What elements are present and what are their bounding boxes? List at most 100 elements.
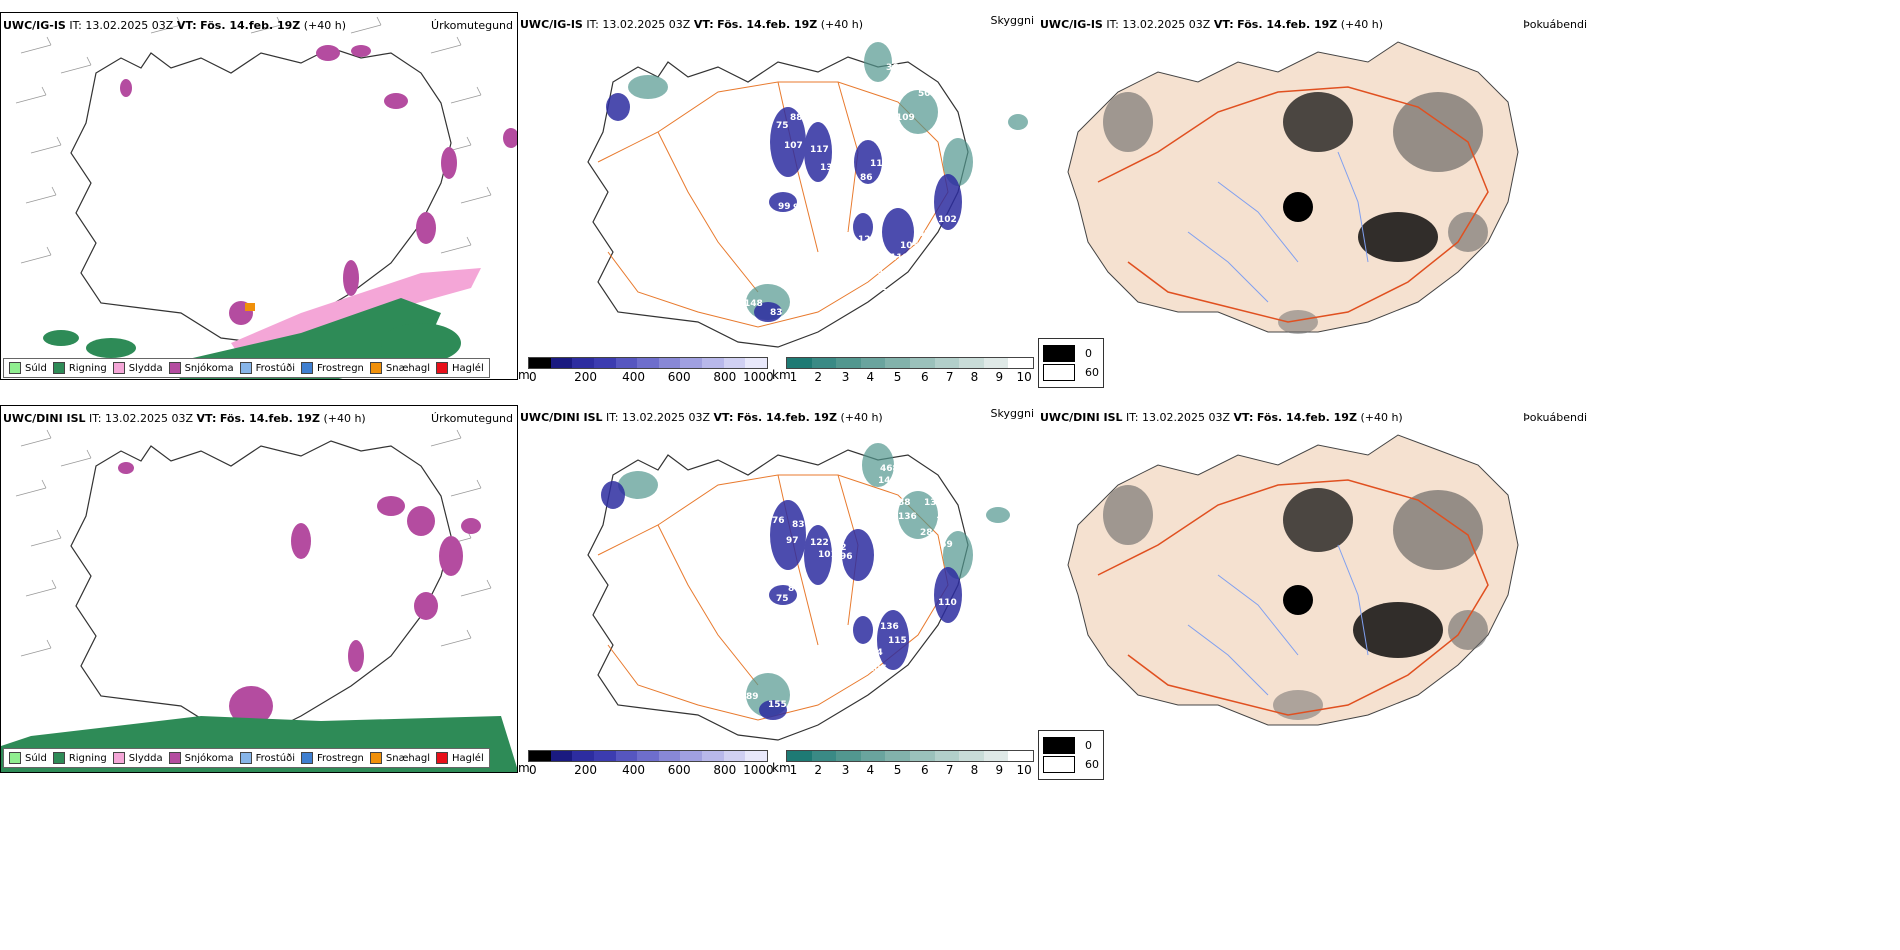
ceiling-label: 28 <box>920 528 933 538</box>
colorbar-tick: 800 <box>713 763 737 777</box>
ceiling-label: 86 <box>860 173 873 183</box>
colorbar-cell <box>983 358 1009 368</box>
legend-item: Slydda <box>112 752 163 764</box>
panel-product-title: Skyggni <box>990 407 1034 420</box>
road-network <box>1097 86 1489 323</box>
panel-title: UWC/IG-IS IT: 13.02.2025 03Z VT: Fös. 14… <box>520 18 864 31</box>
wind-barbs <box>15 429 492 657</box>
ceiling-label: 468 <box>880 464 899 474</box>
colorbar-ticks: 1 2 3 4 5 6 7 8 9 10 <box>786 762 1034 777</box>
legend-item: Haglél <box>436 752 484 764</box>
colorbar-cell <box>702 751 724 761</box>
ceiling-label: 148 <box>744 299 763 309</box>
ceiling-label: 89 <box>746 692 759 702</box>
precip-legend: Súld Rigning Slydda Snjókoma Frostúði Fr… <box>3 748 490 768</box>
ceiling-label: 72 <box>834 543 847 553</box>
colorbar-ticks: 1 2 3 4 5 6 7 8 9 10 <box>786 369 1034 384</box>
fog-legend-row: 60 <box>1043 756 1099 773</box>
ceiling-label: 136 <box>864 267 883 277</box>
cloud-vis-panel-dini: 76 83 97 122 101 96 72 468 149 88 136 13… <box>518 405 1038 773</box>
ceiling-label: 100 <box>936 516 955 526</box>
colorbar-tick: 6 <box>921 370 929 384</box>
ceiling-label: 76 <box>772 516 785 526</box>
legend-item: Frostregn <box>301 752 364 764</box>
fog-panel-ig: UWC/IG-IS IT: 13.02.2025 03Z VT: Fös. 14… <box>1038 12 1900 380</box>
colorbar-cell <box>934 751 960 761</box>
colorbar-tick: 800 <box>713 370 737 384</box>
colorbar-cell <box>1008 358 1033 368</box>
colorbar-cell <box>836 358 861 368</box>
ceiling-label: 60 <box>896 175 909 185</box>
low-cloud-areas <box>606 93 962 322</box>
ceiling-label: 97 <box>786 536 799 546</box>
colorbar-tick: 1 <box>789 370 798 384</box>
colorbar-cell <box>909 751 935 761</box>
colorbar-cell <box>885 358 910 368</box>
legend-swatch <box>239 752 252 764</box>
colorbar-tick: 5 <box>893 763 902 777</box>
legend-swatch <box>112 362 125 374</box>
ceiling-label: 149 <box>878 476 897 486</box>
legend-item: Snæhagl <box>369 752 430 764</box>
visibility-colorbar: km 1 2 3 4 5 6 7 8 9 10 <box>772 357 1034 384</box>
fog-legend: 0 60 <box>1038 338 1104 388</box>
rivers <box>1187 151 1369 303</box>
ceiling-label: 69 <box>918 229 931 239</box>
ceiling-label: 106 <box>868 664 887 674</box>
ceiling-label: 159 <box>934 540 953 550</box>
colorbar-tick: 3 <box>841 370 850 384</box>
ceiling-label: 95 <box>906 590 919 600</box>
precip-legend: Súld Rigning Slydda Snjókoma Frostúði Fr… <box>3 358 490 378</box>
visibility-colorbar: km 1 2 3 4 5 6 7 8 9 10 <box>772 750 1034 777</box>
colorbar-tick: 10 <box>1016 370 1032 384</box>
colorbar-cell <box>615 358 638 368</box>
ceiling-label: 121 <box>858 235 877 245</box>
ceiling-label: 79 <box>916 608 929 618</box>
colorbar-cell <box>860 751 886 761</box>
legend-swatch <box>369 752 382 764</box>
colorbar-tick: 2 <box>814 370 823 384</box>
colorbar-cell <box>529 358 551 368</box>
colorbar-cell <box>658 751 681 761</box>
colorbar-cell <box>550 751 573 761</box>
fog-legend-swatch <box>1043 345 1075 362</box>
precip-type-panel-dini: UWC/DINI ISL IT: 13.02.2025 03Z VT: Fös.… <box>0 405 518 773</box>
colorbar-tick: 200 <box>574 370 598 384</box>
snow-areas <box>118 462 481 726</box>
colorbar-cell <box>860 358 886 368</box>
colorbar-cell <box>723 358 746 368</box>
ceiling-label: 33 <box>918 135 931 145</box>
legend-swatch <box>369 362 382 374</box>
iceland-outline <box>1067 434 1519 726</box>
ceiling-colorbar: m 0 200 400 600 800 1000 <box>518 750 774 777</box>
fog-legend-swatch <box>1043 756 1075 773</box>
colorbar-cell <box>593 358 616 368</box>
legend-swatch <box>301 752 313 764</box>
ceiling-label: 83 <box>770 308 783 318</box>
colorbar-tick: 400 <box>622 763 646 777</box>
fog-panel-dini: UWC/DINI ISL IT: 13.02.2025 03Z VT: Fös.… <box>1038 405 1900 773</box>
fog-legend-swatch <box>1043 364 1075 381</box>
colorbar-tick: 600 <box>667 370 691 384</box>
ceiling-label: 107 <box>784 141 803 151</box>
colorbar-unit: m <box>518 368 530 382</box>
fog-legend-swatch <box>1043 737 1075 754</box>
ceiling-label: 136 <box>898 512 917 522</box>
ceiling-label: 36 <box>886 63 899 73</box>
legend-swatch <box>239 362 252 374</box>
colorbar-cell <box>787 358 812 368</box>
legend-item: Slydda <box>112 362 163 374</box>
colorbar-unit: km <box>772 761 791 775</box>
iceland-map-cloud: 76 83 97 122 101 96 72 468 149 88 136 13… <box>587 443 1010 741</box>
colorbar-cell <box>680 751 703 761</box>
colorbar-tick: 9 <box>995 763 1004 777</box>
legend-item: Súld <box>9 362 47 374</box>
ceiling-label: 155 <box>768 700 787 710</box>
ceiling-label: 252 <box>868 283 887 293</box>
colorbar-tick: 3 <box>841 763 850 777</box>
colorbar-cell <box>658 358 681 368</box>
wind-barbs <box>15 16 492 264</box>
panel-product-title: Þokuábendi <box>1523 18 1587 31</box>
legend-swatch <box>9 752 21 764</box>
colorbar-cells <box>786 357 1034 369</box>
